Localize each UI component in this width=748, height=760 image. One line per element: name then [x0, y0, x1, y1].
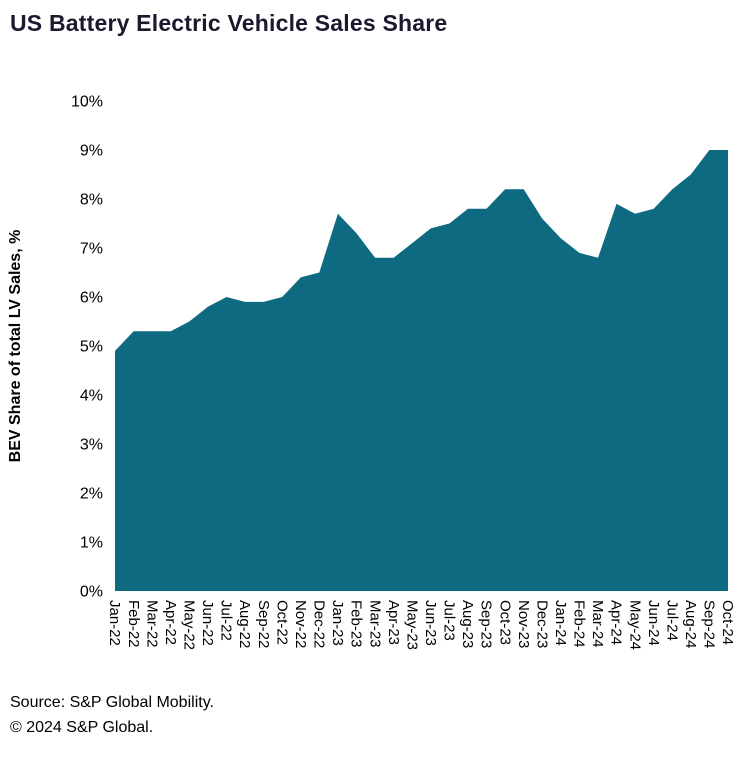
- x-axis-tick-label: Sep-22: [255, 600, 272, 648]
- y-axis-tick-label: 4%: [80, 388, 103, 405]
- x-axis-tick-label: Jan-24: [552, 600, 569, 646]
- x-axis-tick-label: Jul-24: [664, 600, 681, 641]
- y-axis-tick-label: 8%: [80, 192, 103, 209]
- chart-footer: Source: S&P Global Mobility. © 2024 S&P …: [10, 691, 748, 741]
- x-axis-tick-label: Feb-24: [571, 600, 588, 648]
- x-axis-tick-label: Jan-22: [106, 600, 123, 646]
- x-axis-tick-label: Dec-23: [533, 600, 550, 648]
- bev-share-area-chart: 0% 1% 2% 3% 4% 5% 6% 7% 8% 9% 10% BEV Share of tota…: [7, 94, 736, 650]
- x-axis-tick-label: Aug-24: [682, 600, 699, 648]
- x-axis-tick-label: Feb-22: [125, 600, 142, 648]
- x-axis-tick-label: May-24: [626, 600, 643, 650]
- x-axis-tick-label: Sep-24: [701, 600, 718, 648]
- x-axis-tick-label: Aug-22: [236, 600, 253, 648]
- area-series: [115, 150, 728, 591]
- x-axis-tick-label: Apr-22: [162, 600, 179, 645]
- x-axis-tick-label: Oct-23: [496, 600, 513, 645]
- x-axis-tick-label: Oct-24: [719, 600, 736, 645]
- y-axis-tick-label: 10%: [71, 94, 103, 111]
- y-axis-tick-label: 6%: [80, 290, 103, 307]
- x-axis-tick-label: Mar-24: [589, 600, 606, 648]
- y-axis-tick-label: 2%: [80, 486, 103, 503]
- y-axis-title: BEV Share of total LV Sales, %: [7, 230, 24, 463]
- x-axis-tick-label: Sep-23: [478, 600, 495, 648]
- x-axis-tick-label: Nov-23: [515, 600, 532, 648]
- x-axis-tick-label: May-23: [403, 600, 420, 650]
- x-axis-tick-label: Apr-24: [608, 600, 625, 645]
- y-axis-tick-label: 7%: [80, 241, 103, 258]
- x-axis-tick-label: May-22: [181, 600, 198, 650]
- y-axis-tick-label: 5%: [80, 339, 103, 356]
- x-axis-tick-label: Mar-23: [366, 600, 383, 648]
- x-axis-tick-label: Jan-23: [329, 600, 346, 646]
- x-axis-tick-label: Oct-22: [273, 600, 290, 645]
- source-note: Source: S&P Global Mobility.: [10, 694, 214, 711]
- y-axis-tick-label: 9%: [80, 143, 103, 160]
- x-axis-tick-label: Jun-24: [645, 600, 662, 646]
- x-axis-tick-label: Dec-22: [311, 600, 328, 648]
- x-axis-tick-label: Jun-22: [199, 600, 216, 646]
- x-axis-tick-label: Apr-23: [385, 600, 402, 645]
- page: US Battery Electric Vehicle Sales Share …: [0, 10, 748, 760]
- x-axis-tick-label: Aug-23: [459, 600, 476, 648]
- y-axis-tick-label: 1%: [80, 535, 103, 552]
- chart-title: US Battery Electric Vehicle Sales Share: [10, 10, 448, 36]
- copyright-note: © 2024 S&P Global.: [10, 718, 154, 736]
- x-axis-tick-label: Jul-23: [441, 600, 458, 641]
- x-axis-tick-label: Jul-22: [218, 600, 235, 641]
- x-axis-tick-label: Mar-22: [143, 600, 160, 648]
- x-axis-tick-label: Feb-23: [348, 600, 365, 648]
- y-axis-tick-label: 0%: [80, 584, 103, 601]
- x-axis-tick-label: Nov-22: [292, 600, 309, 648]
- y-axis-tick-label: 3%: [80, 437, 103, 454]
- x-axis-tick-label: Jun-23: [422, 600, 439, 646]
